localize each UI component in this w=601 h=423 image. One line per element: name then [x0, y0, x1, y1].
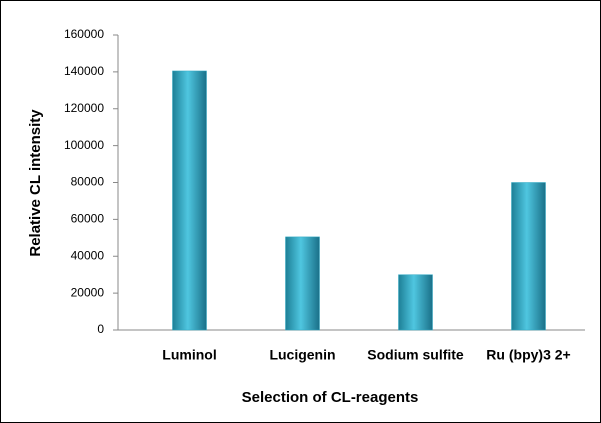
- x-tick-label: Sodium sulfite: [367, 347, 464, 363]
- y-tick-label: 80000: [71, 175, 105, 189]
- x-tick-label: Lucigenin: [269, 347, 335, 363]
- y-tick-label: 40000: [71, 248, 105, 262]
- bar: [398, 274, 433, 331]
- y-tick-label: 0: [97, 322, 104, 336]
- y-tick-label: 60000: [71, 212, 105, 226]
- y-tick-label: 120000: [64, 101, 104, 115]
- x-tick-label: Luminol: [162, 347, 216, 363]
- y-tick-label: 160000: [64, 27, 104, 41]
- x-axis-label: Selection of CL-reagents: [242, 389, 419, 406]
- bar: [285, 236, 320, 331]
- y-tick-label: 20000: [71, 285, 105, 299]
- y-axis-label: Relative CL intensity: [27, 109, 44, 257]
- y-tick-label: 140000: [64, 64, 104, 78]
- bar: [172, 70, 207, 331]
- y-tick-label: 100000: [64, 138, 104, 152]
- x-tick-label: Ru (bpy)3 2+: [486, 347, 570, 363]
- bar: [511, 182, 546, 331]
